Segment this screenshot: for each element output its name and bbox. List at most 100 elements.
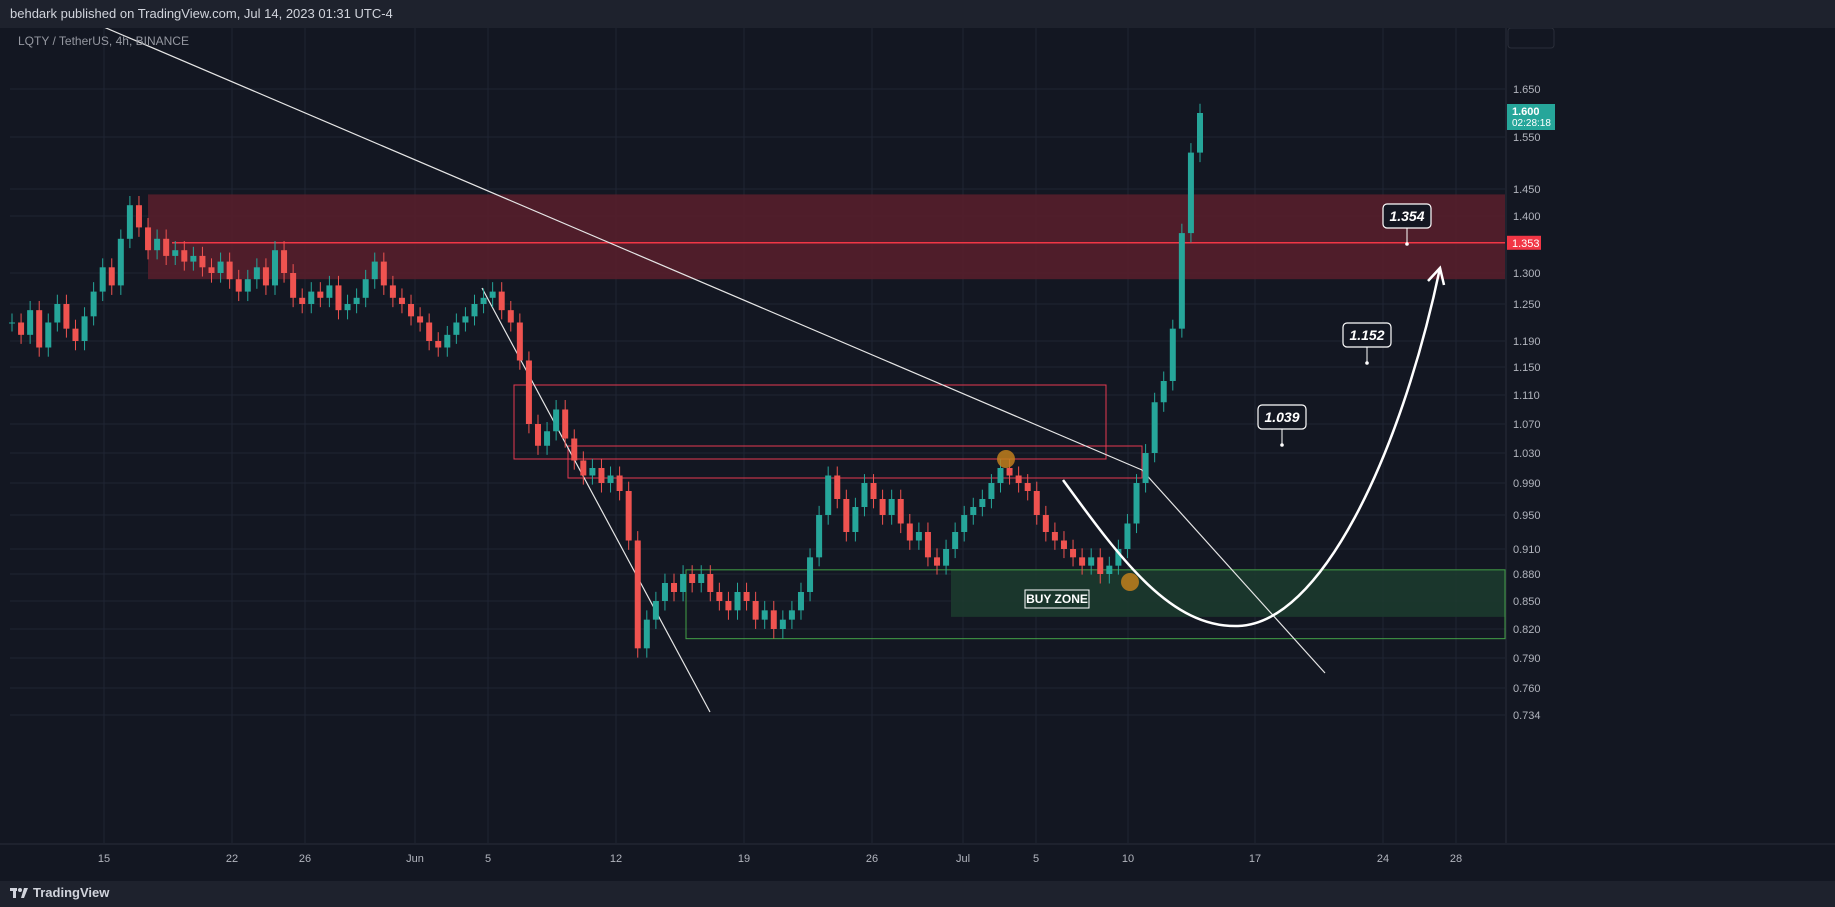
candle-body [145, 227, 152, 251]
target-callout-dot [1280, 443, 1284, 447]
candle-body [580, 460, 587, 476]
candle-body [426, 322, 433, 341]
candle-body [90, 291, 97, 317]
candle-body [961, 515, 968, 532]
candle-body [335, 285, 342, 311]
price-tick-label: 1.190 [1513, 336, 1541, 348]
candle-body [489, 291, 496, 298]
candle-body [480, 297, 487, 304]
footer-bar: TradingView [0, 881, 1835, 907]
candle-body [117, 238, 124, 286]
candle-body [1051, 532, 1058, 541]
candle-body [589, 468, 596, 476]
time-tick-label: 28 [1450, 853, 1462, 865]
candle-body [27, 310, 34, 335]
candle-body [988, 483, 995, 499]
candle-body [317, 291, 324, 298]
candle-body [462, 316, 469, 323]
candle-body [435, 341, 442, 348]
projection-arrow-head [1427, 265, 1446, 286]
candle-body [1133, 483, 1140, 524]
candle-body [970, 507, 977, 515]
candle-body [172, 250, 179, 256]
time-tick-label: 24 [1377, 853, 1389, 865]
target-callout-dot [1405, 242, 1409, 246]
candle-body [952, 532, 959, 549]
candle-body [217, 261, 224, 273]
candle-body [788, 610, 795, 620]
candle-body [1169, 328, 1176, 381]
price-tick-label: 1.150 [1513, 362, 1541, 374]
buy-zone [951, 569, 1505, 617]
trendline-main [104, 28, 1143, 471]
candle-body [1178, 233, 1185, 329]
candle-body [661, 583, 668, 601]
candle-body [534, 424, 541, 446]
price-chart[interactable]: BUY ZONE 1.354 1.152 1.039 1.650 1.550 1.450 1.… [0, 28, 1835, 881]
trendline-steep [481, 287, 711, 713]
time-tick-label: Jul [956, 853, 970, 865]
candle-body [81, 316, 88, 341]
time-tick-label: 26 [299, 853, 311, 865]
publish-header: behdark published on TradingView.com, Ju… [0, 0, 1835, 28]
candle-body [761, 610, 768, 620]
candle-body [1115, 549, 1122, 566]
axis-settings-button[interactable] [1507, 28, 1555, 49]
candle-body [281, 250, 288, 273]
price-tick-label: 0.950 [1513, 510, 1541, 522]
time-tick-label: 5 [485, 853, 491, 865]
price-tick-label: 1.070 [1513, 419, 1541, 431]
candle-body [1124, 523, 1131, 549]
candle-body [163, 238, 170, 256]
candle-body [516, 322, 523, 361]
brand-label: TradingView [33, 885, 110, 900]
candle-body [689, 574, 696, 583]
candle-body [326, 285, 333, 298]
candle-body [9, 322, 15, 324]
candle-body [498, 291, 505, 311]
candle-body [544, 431, 551, 446]
price-tick-label: 0.990 [1513, 478, 1541, 490]
candle-body [1106, 565, 1113, 574]
candle-body [36, 310, 43, 348]
touch-marker [997, 450, 1015, 468]
candle-body [525, 360, 532, 424]
candle-body [190, 255, 197, 262]
candle-body [707, 574, 714, 592]
time-tick-label: 19 [738, 853, 750, 865]
tradingview-brand[interactable]: TradingView [10, 885, 109, 900]
resistance-zone [148, 194, 1505, 280]
candle-body [344, 304, 351, 311]
candle-body [752, 601, 759, 620]
target-callout-label: 1.039 [1264, 409, 1299, 425]
candle-body [362, 279, 369, 298]
candle-body [72, 328, 79, 341]
candle-body [943, 549, 950, 566]
candle-body [235, 279, 242, 292]
candle-body [680, 574, 687, 592]
current-price-countdown: 02:28:18 [1512, 118, 1551, 129]
range-box [685, 569, 1506, 640]
candle-body [870, 483, 877, 499]
candle-body [1015, 475, 1022, 483]
price-tick-label: 0.880 [1513, 569, 1541, 581]
publish-info: behdark published on TradingView.com, Ju… [10, 6, 393, 21]
candle-body [244, 279, 251, 292]
price-tick-label: 1.650 [1513, 84, 1541, 96]
candle-body [797, 592, 804, 611]
candle-body [108, 267, 115, 286]
candle-body [779, 619, 786, 629]
candle-body [861, 483, 868, 507]
candle-body [652, 601, 659, 620]
candle-body [1097, 557, 1104, 574]
candle-body [253, 267, 260, 280]
candle-body [208, 267, 215, 273]
candle-body [879, 499, 886, 515]
candle-body [571, 438, 578, 461]
price-tick-label: 0.790 [1513, 653, 1541, 665]
candle-body [1042, 515, 1049, 532]
candle-body [408, 304, 415, 317]
candle-body [181, 250, 188, 262]
time-tick-label: 12 [610, 853, 622, 865]
